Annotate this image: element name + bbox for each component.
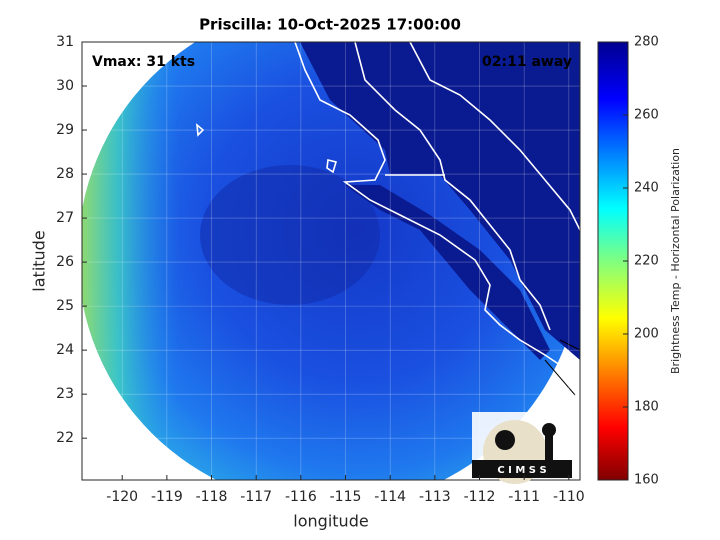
x-tick-label: -112 — [464, 489, 496, 505]
away-label: 02:11 away — [482, 54, 572, 70]
x-tick-label: -110 — [553, 489, 585, 505]
y-tick-label: 23 — [56, 386, 74, 402]
x-tick-label: -114 — [374, 489, 406, 505]
x-tick-label: -111 — [508, 489, 540, 505]
chart-title: Priscilla: 10-Oct-2025 17:00:00 — [199, 16, 461, 34]
y-axis-label: latitude — [30, 230, 49, 291]
x-tick-label: -119 — [151, 489, 183, 505]
x-axis-label: longitude — [293, 512, 368, 531]
colorbar-tick-label: 280 — [634, 35, 659, 50]
colorbar-tick-label: 160 — [634, 473, 659, 488]
logo-text: C I M S S — [497, 465, 546, 476]
dark-region — [200, 165, 380, 305]
logo: C I M S S — [472, 412, 572, 484]
colorbar-tick-label: 180 — [634, 400, 659, 415]
coastline-outside — [544, 339, 580, 396]
colorbar-label: Brightness Temp - Horizontal Polarizatio… — [669, 148, 682, 374]
x-tick-label: -113 — [419, 489, 451, 505]
x-tick-label: -117 — [240, 489, 272, 505]
x-tick-label: -115 — [330, 489, 362, 505]
axes-frame — [81, 41, 581, 481]
colorbar-tick-label: 220 — [634, 254, 659, 269]
land-region — [300, 42, 580, 360]
y-tick-label: 29 — [56, 122, 74, 138]
x-tick-label: -116 — [285, 489, 317, 505]
y-tick-label: 24 — [56, 342, 74, 358]
imagery — [82, 42, 580, 480]
y-tick-label: 22 — [56, 430, 74, 446]
y-tick-label: 27 — [56, 210, 74, 226]
x-tick-label: -118 — [196, 489, 228, 505]
y-tick-label: 30 — [56, 78, 74, 94]
colorbar-tick-label: 240 — [634, 181, 659, 196]
y-tick-label: 31 — [56, 34, 74, 50]
x-tick-label: -120 — [106, 489, 138, 505]
colorbar-tick-label: 200 — [634, 327, 659, 342]
y-tick-label: 25 — [56, 298, 74, 314]
vmax-label: Vmax: 31 kts — [92, 54, 195, 70]
y-tick-label: 26 — [56, 254, 74, 270]
coastlines — [196, 42, 580, 366]
colorbar-tick-label: 260 — [634, 108, 659, 123]
baja-region — [345, 185, 550, 360]
y-tick-label: 28 — [56, 166, 74, 182]
